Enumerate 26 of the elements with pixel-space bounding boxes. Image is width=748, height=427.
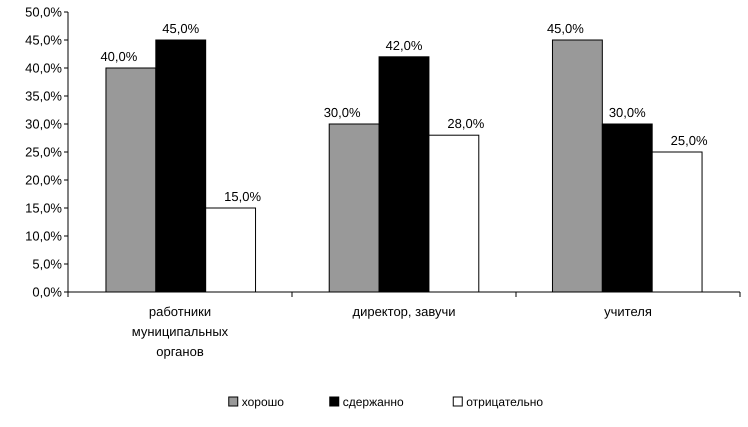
data-label: 45,0% <box>162 21 200 36</box>
legend-label: сдержанно <box>342 395 404 410</box>
y-tick-label: 15,0% <box>25 200 62 216</box>
y-tick-label: 10,0% <box>25 228 62 244</box>
y-tick-label: 45,0% <box>25 32 62 48</box>
data-label: 30,0% <box>608 105 646 120</box>
data-label: 45,0% <box>546 21 584 36</box>
data-label: 40,0% <box>100 49 138 64</box>
data-label: 25,0% <box>670 133 708 148</box>
data-label: 28,0% <box>447 116 485 132</box>
y-tick-label: 40,0% <box>25 60 62 76</box>
y-tick-label: 25,0% <box>25 144 62 160</box>
legend-label: отрицательно <box>466 395 544 410</box>
data-label: 15,0% <box>224 189 262 204</box>
x-tick-label: директор, завучи <box>352 304 456 319</box>
y-tick-label: 35,0% <box>25 88 62 104</box>
y-tick-label: 0,0% <box>32 284 62 300</box>
data-label: 30,0% <box>324 105 362 120</box>
x-tick-label: учителя <box>604 304 652 319</box>
x-tick-label: работники муниципальных органов <box>132 304 229 359</box>
legend-label: хорошо <box>242 395 284 410</box>
y-tick-label: 50,0% <box>25 4 62 20</box>
y-tick-label: 30,0% <box>25 116 62 132</box>
y-tick-label: 20,0% <box>25 172 62 188</box>
y-tick-label: 5,0% <box>32 256 62 272</box>
data-label: 42,0% <box>386 38 423 53</box>
